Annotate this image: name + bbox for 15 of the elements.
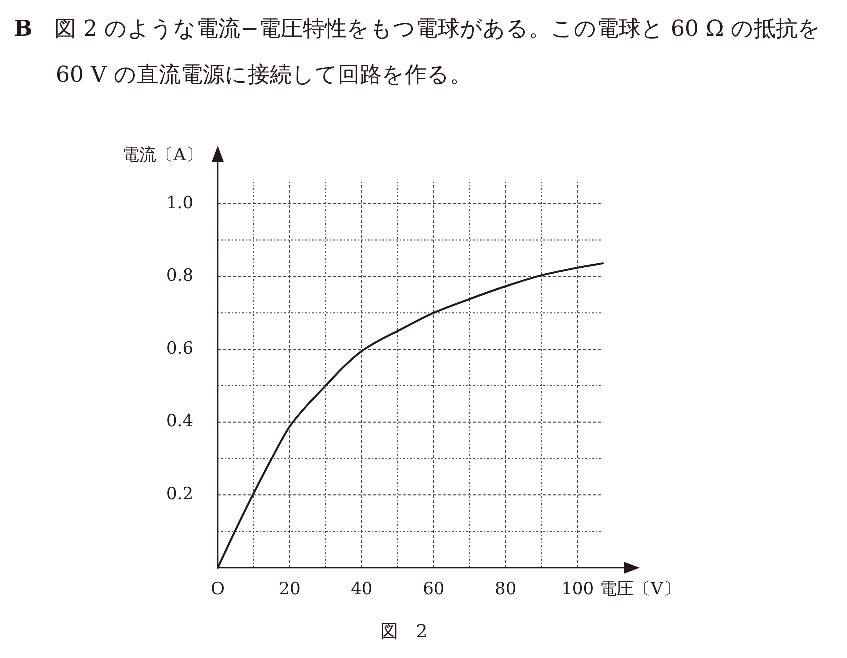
x-tick-label: 60	[423, 579, 445, 600]
chart-title: B 図 2 のような電流−電圧特性をもつ電球がある。この電球と 60 Ω の抵抗を 60 V の直流電源に接続して回路を作る。	[14, 15, 822, 90]
y-tick-label: 1.0	[166, 193, 194, 214]
caption: 図 2	[380, 622, 428, 643]
y-axis-title: 電流〔A〕	[122, 145, 203, 166]
x-tick-label: 80	[495, 579, 517, 600]
x-tick-label: O	[211, 579, 225, 600]
y-tick-label: 0.4	[166, 412, 194, 432]
x-axis-title: 電圧〔V〕	[600, 579, 680, 600]
y-tick-label: 0.2	[166, 484, 194, 505]
x-tick-label: 100	[562, 579, 594, 600]
x-tick-label: 20	[279, 579, 301, 600]
x-tick-label: 40	[351, 579, 373, 600]
y-tick-label: 0.8	[166, 266, 194, 286]
y-tick-label: 0.6	[166, 338, 194, 359]
